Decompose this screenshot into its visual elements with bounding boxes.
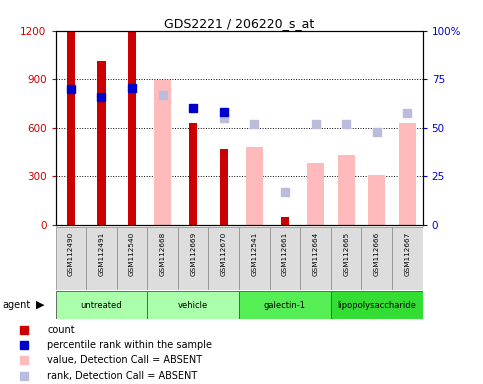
Text: count: count [47, 325, 75, 335]
Bar [270, 227, 300, 290]
Text: lipopolysaccharide: lipopolysaccharide [337, 301, 416, 310]
Bar [117, 227, 147, 290]
Bar [331, 227, 361, 290]
Text: rank, Detection Call = ABSENT: rank, Detection Call = ABSENT [47, 371, 198, 381]
Text: untreated: untreated [81, 301, 122, 310]
Text: GSM112668: GSM112668 [159, 232, 166, 276]
Text: GSM112666: GSM112666 [374, 232, 380, 276]
Text: GSM112664: GSM112664 [313, 232, 319, 276]
Bar [128, 29, 136, 225]
Text: GSM112667: GSM112667 [404, 232, 411, 276]
Text: value, Detection Call = ABSENT: value, Detection Call = ABSENT [47, 356, 202, 366]
Bar [147, 227, 178, 290]
Text: GSM112540: GSM112540 [129, 232, 135, 276]
Bar [239, 227, 270, 290]
Bar [189, 123, 198, 225]
Text: percentile rank within the sample: percentile rank within the sample [47, 340, 212, 350]
Text: galectin-1: galectin-1 [264, 301, 306, 310]
Title: GDS2221 / 206220_s_at: GDS2221 / 206220_s_at [164, 17, 314, 30]
Bar [97, 61, 106, 225]
Bar [300, 227, 331, 290]
Text: agent: agent [2, 300, 30, 310]
Bar [338, 155, 355, 225]
Text: GSM112669: GSM112669 [190, 232, 196, 276]
Bar [361, 227, 392, 290]
Text: GSM112670: GSM112670 [221, 232, 227, 276]
Bar [219, 149, 228, 225]
Bar [147, 291, 239, 319]
Text: GSM112665: GSM112665 [343, 232, 349, 276]
Bar [56, 291, 147, 319]
Bar [56, 227, 86, 290]
Text: GSM112491: GSM112491 [99, 232, 104, 276]
Bar [209, 227, 239, 290]
Bar [178, 227, 209, 290]
Text: ▶: ▶ [36, 300, 45, 310]
Bar [154, 80, 171, 225]
Bar [399, 123, 416, 225]
Text: GSM112490: GSM112490 [68, 232, 74, 276]
Text: vehicle: vehicle [178, 301, 208, 310]
Bar [281, 217, 289, 225]
Text: GSM112541: GSM112541 [251, 232, 257, 276]
Bar [392, 227, 423, 290]
Bar [246, 147, 263, 225]
Bar [369, 175, 385, 225]
Bar [86, 227, 117, 290]
Bar [67, 32, 75, 225]
Bar [239, 291, 331, 319]
Text: GSM112661: GSM112661 [282, 232, 288, 276]
Bar [331, 291, 423, 319]
Bar [307, 163, 324, 225]
